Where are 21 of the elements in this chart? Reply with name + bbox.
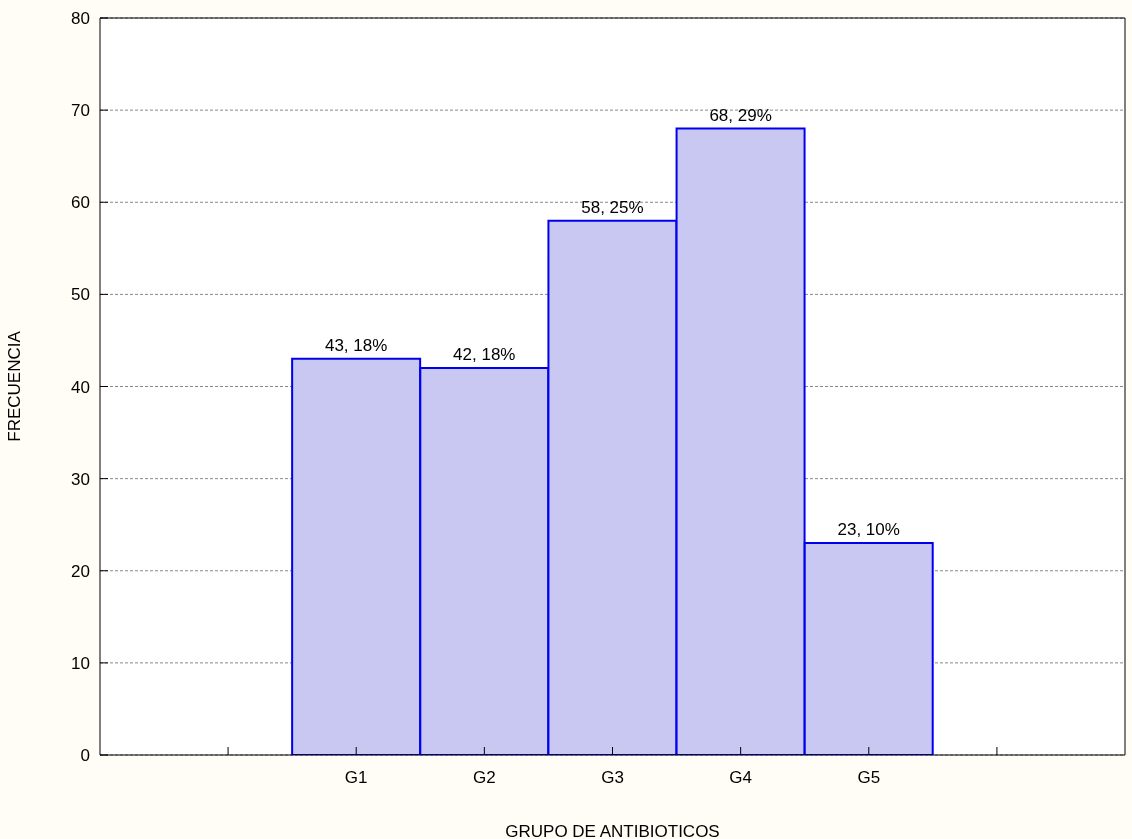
- y-tick-label: 40: [71, 377, 90, 397]
- x-tick-label: G2: [473, 768, 496, 788]
- data-label: 23, 10%: [837, 520, 900, 540]
- y-tick-label: 80: [71, 9, 90, 29]
- y-tick-label: 30: [71, 469, 90, 489]
- y-axis-title: FRECUENCIA: [5, 330, 25, 442]
- y-tick-label: 10: [71, 653, 90, 673]
- data-label: 58, 25%: [581, 197, 644, 217]
- y-tick-label: 20: [71, 561, 90, 581]
- x-tick-label: G3: [601, 768, 624, 788]
- data-label: 43, 18%: [324, 335, 388, 355]
- y-tick-label: 70: [71, 101, 90, 121]
- data-label: 42, 18%: [453, 345, 516, 365]
- y-tick-label: 50: [71, 285, 90, 305]
- y-tick-label: 60: [71, 193, 90, 213]
- data-label: 68, 29%: [709, 105, 772, 125]
- x-axis-title: GRUPO DE ANTIBIOTICOS: [505, 822, 720, 839]
- x-tick-label: G4: [729, 768, 752, 788]
- y-tick-label: 0: [80, 746, 90, 766]
- x-tick-label: G5: [857, 768, 881, 788]
- x-tick-label: G1: [344, 768, 368, 788]
